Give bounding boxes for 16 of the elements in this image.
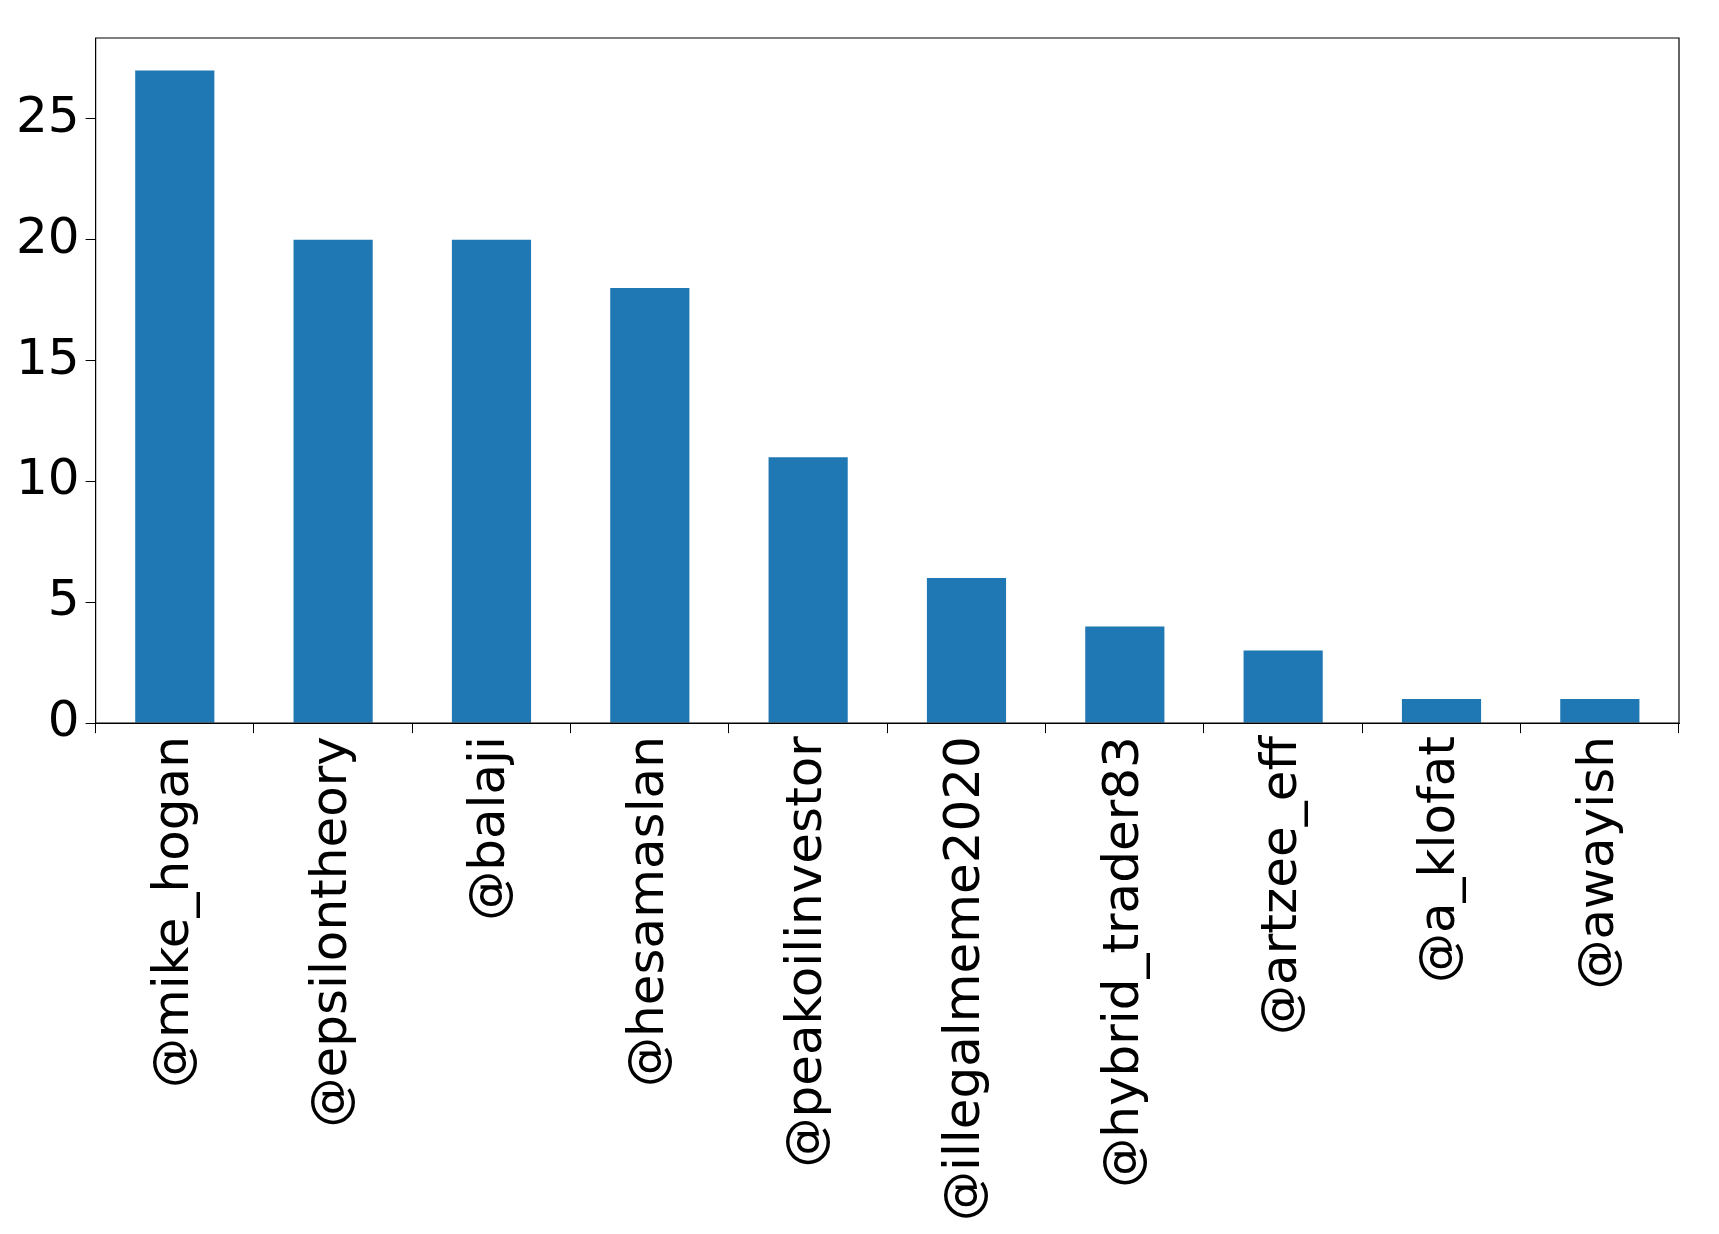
y-tick-label: 15 xyxy=(16,327,80,386)
x-tick-label: @artzee_eff xyxy=(1250,734,1309,1035)
y-tick-label: 10 xyxy=(16,448,80,507)
x-tick-label: @a_klofat xyxy=(1408,736,1467,984)
x-tick-label: @awayish xyxy=(1566,736,1625,990)
x-tick-label: @hybrid_trader83 xyxy=(1091,736,1150,1188)
x-tick-label: @illegalmeme2020 xyxy=(933,736,992,1221)
x-tick-label: @hesamaslan xyxy=(616,736,675,1087)
x-tick-label: @peakoilinvestor xyxy=(775,735,834,1168)
x-tick-label: @epsilontheory xyxy=(300,736,359,1128)
y-tick-label: 20 xyxy=(16,206,80,265)
y-tick-label: 0 xyxy=(47,690,80,749)
y-tick-label: 25 xyxy=(16,85,80,144)
y-tick-label: 5 xyxy=(47,569,80,628)
x-tick-label: @mike_hogan xyxy=(141,736,200,1088)
x-tick-label: @balaji xyxy=(458,736,517,921)
